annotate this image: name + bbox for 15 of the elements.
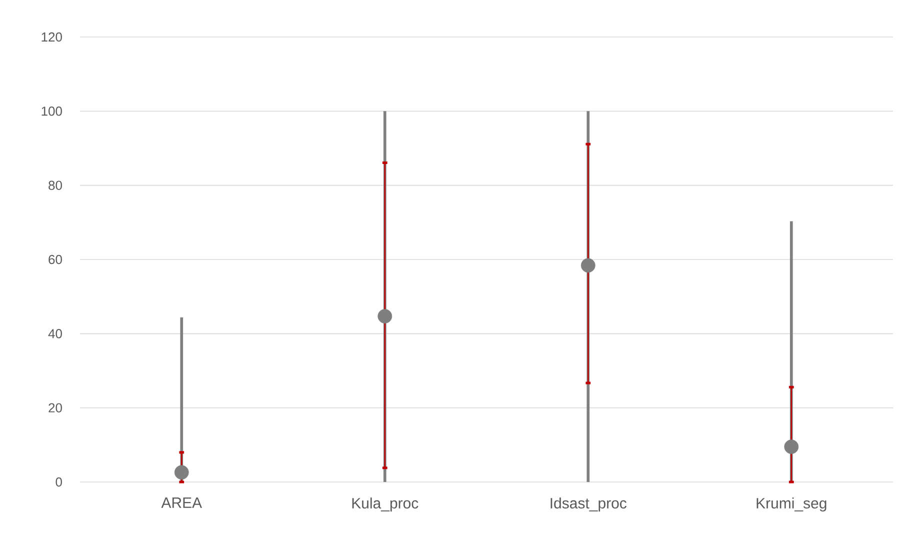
y-tick-label: 100	[42, 106, 62, 116]
y-tick-label: 20	[48, 403, 62, 412]
x-tick-label: AREA	[161, 498, 202, 508]
y-tick-label: 120	[42, 32, 62, 42]
point	[580, 258, 596, 273]
y-tick-label: 0	[56, 477, 62, 487]
y-tick-label: 40	[48, 329, 62, 338]
point	[174, 465, 189, 480]
y-tick-label: 80	[48, 180, 62, 190]
x-tick-label: Idsast_proc	[550, 498, 627, 512]
y-tick-label: 60	[48, 254, 62, 264]
x-tick-label: Krumi_seg	[756, 498, 826, 512]
point	[378, 309, 392, 324]
point	[784, 440, 799, 454]
x-tick-label: Kula_proc	[352, 498, 418, 512]
